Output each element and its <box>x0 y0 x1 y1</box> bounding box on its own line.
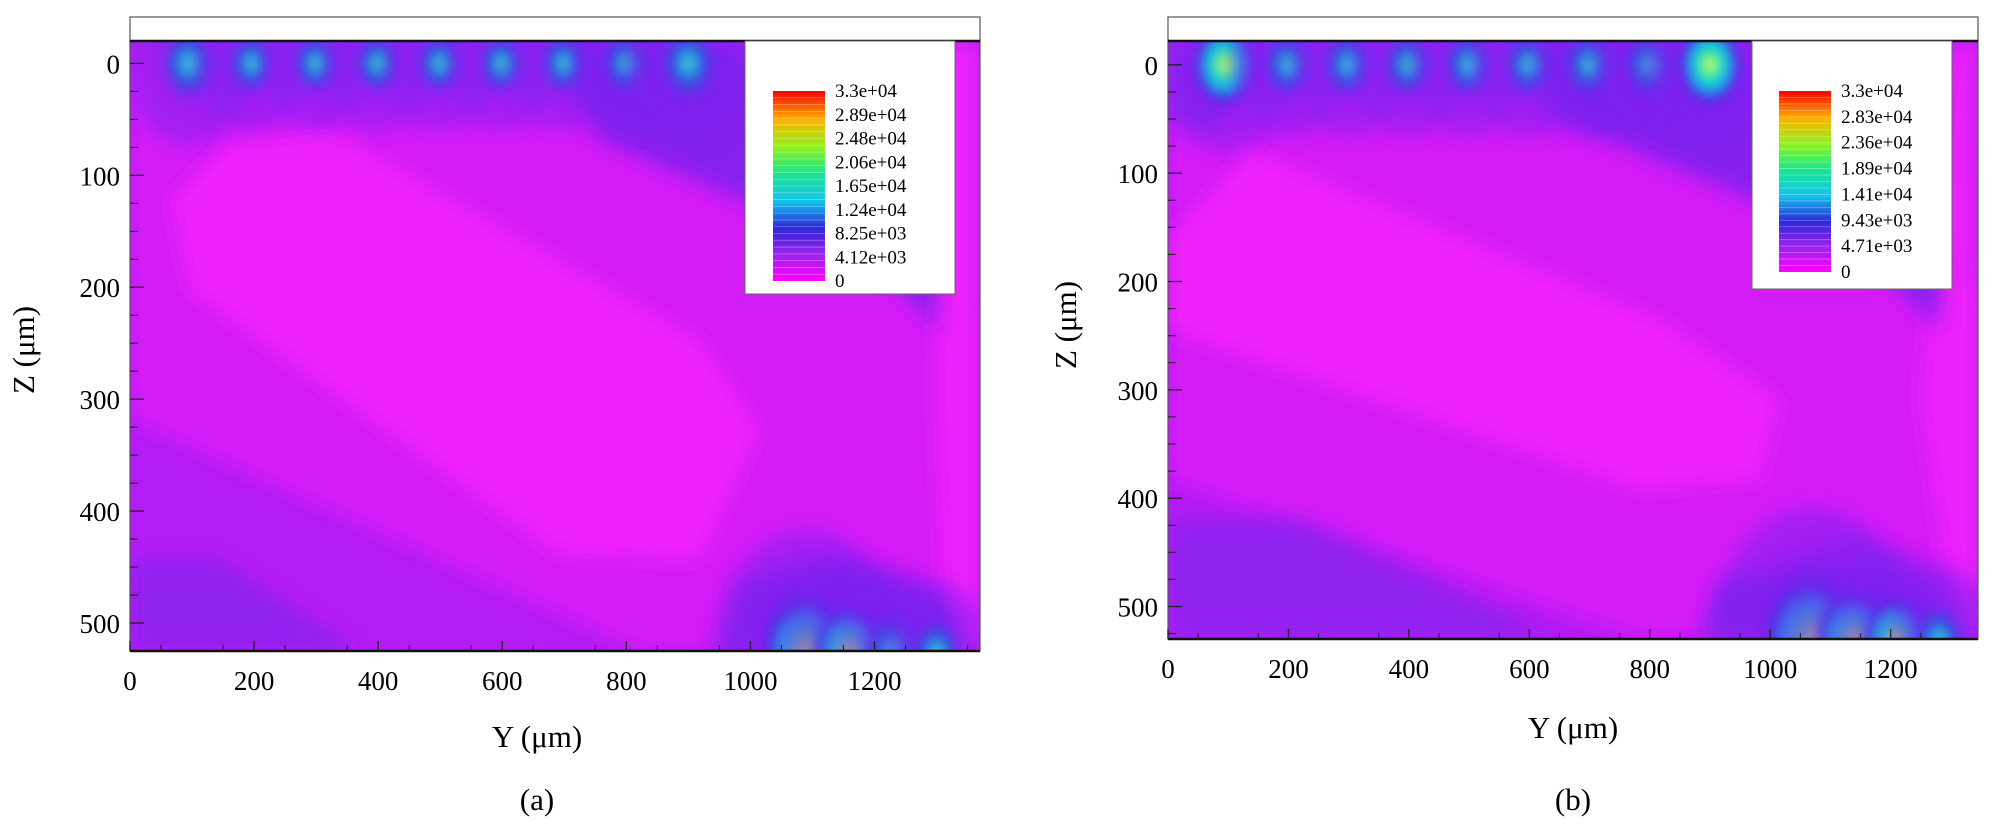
x-tick-label: 800 <box>1630 654 1671 684</box>
legend-label: 3.3e+04 <box>1841 81 1903 102</box>
panel-a-legend: 3.3e+04 2.89e+04 2.48e+042.06e+04 1.65e+04 1… <box>744 40 956 295</box>
panel-a-x-axis-title: Y (μm) <box>492 719 582 754</box>
x-tick-label: 200 <box>1268 654 1309 684</box>
legend-label: 1.65e+04 <box>835 176 907 197</box>
legend-label: 2.89e+04 <box>835 105 907 126</box>
panel-b: 0 200 400 600 800 1000 1200 0 100 200 300 400 500 3… <box>1048 16 1979 817</box>
hotspot-core <box>908 615 965 651</box>
y-tick-label: 300 <box>1118 376 1159 406</box>
y-tick-label: 0 <box>1145 51 1159 81</box>
legend-label: 4.71e+03 <box>1841 236 1912 257</box>
x-tick-label: 1000 <box>1743 654 1797 684</box>
x-tick-label: 0 <box>1161 654 1175 684</box>
panel-a-hotspots <box>130 41 980 651</box>
y-tick-label: 200 <box>80 273 121 303</box>
y-tick-label: 500 <box>1118 593 1159 623</box>
x-tick-label: 1200 <box>848 666 902 696</box>
legend-label: 2.36e+04 <box>1841 133 1913 154</box>
y-tick-label: 200 <box>1118 268 1159 298</box>
y-tick-label: 100 <box>80 161 121 191</box>
legend-label: 2.48e+04 <box>835 129 907 150</box>
panel-a-y-axis: 0 100 200 300 400 500 <box>80 49 144 639</box>
panel-b-x-axis: 0 200 400 600 800 1000 1200 <box>1161 629 1922 684</box>
x-tick-label: 400 <box>1389 654 1430 684</box>
panel-a-legend-colorbar <box>773 91 825 281</box>
legend-color-bar <box>773 91 825 281</box>
y-tick-label: 300 <box>80 385 121 415</box>
x-tick-label: 600 <box>1509 654 1550 684</box>
hotspot-core <box>1909 601 1969 639</box>
x-tick-label: 0 <box>123 666 137 696</box>
hotspot-core <box>1674 41 1746 111</box>
panel-b-hotspots <box>1168 41 1978 639</box>
x-tick-label: 800 <box>606 666 647 696</box>
panel-b-caption: (b) <box>1555 782 1591 817</box>
y-tick-label: 400 <box>80 497 121 527</box>
legend-label: 9.43e+03 <box>1841 210 1912 231</box>
legend-label: 2.83e+04 <box>1841 107 1913 128</box>
legend-label: 1.89e+04 <box>1841 159 1913 180</box>
legend-label: 8.25e+03 <box>835 224 906 245</box>
x-tick-label: 1000 <box>723 666 777 696</box>
x-tick-label: 200 <box>234 666 275 696</box>
legend-label: 1.41e+04 <box>1841 184 1913 205</box>
panel-a-x-axis: 0 200 400 600 800 1000 1200 <box>123 641 969 696</box>
panel-b-frame <box>1167 16 1979 42</box>
legend-label: 2.06e+04 <box>835 152 907 173</box>
panel-a-frame <box>129 16 981 42</box>
legend-label: 1.24e+04 <box>835 200 907 221</box>
hotspot-core <box>655 41 722 107</box>
legend-label: 3.3e+04 <box>835 81 897 102</box>
x-tick-label: 600 <box>482 666 523 696</box>
panel-a: 0 200 400 600 800 1000 1200 0 100 200 300 400 500 3… <box>6 16 981 817</box>
panel-b-x-axis-title: Y (μm) <box>1528 710 1618 745</box>
y-tick-label: 0 <box>107 49 121 79</box>
panel-b-legend-labels: 3.3e+04 2.83e+04 2.36e+04 1.89e+04 1.41e+04 9… <box>1841 81 1913 283</box>
legend-label: 0 <box>835 271 845 292</box>
panel-a-legend-labels: 3.3e+04 2.89e+04 2.48e+042.06e+04 1.65e+04 1… <box>835 81 907 292</box>
legend-label: 4.12e+03 <box>835 247 906 268</box>
panel-b-legend-colorbar <box>1779 91 1831 272</box>
legend-color-bar <box>1779 91 1831 272</box>
panel-a-y-axis-title: Z (μm) <box>6 306 41 394</box>
panel-a-caption: (a) <box>520 782 554 817</box>
x-tick-label: 400 <box>358 666 399 696</box>
panel-b-legend: 3.3e+04 2.83e+04 2.36e+04 1.89e+04 1.41e+04 9… <box>1751 40 1953 290</box>
legend-label: 0 <box>1841 262 1851 283</box>
y-tick-label: 500 <box>80 609 121 639</box>
y-tick-label: 100 <box>1118 159 1159 189</box>
y-tick-label: 400 <box>1118 484 1159 514</box>
panel-b-y-axis: 0 100 200 300 400 500 <box>1118 51 1182 635</box>
x-tick-label: 1200 <box>1864 654 1918 684</box>
panel-b-y-axis-title: Z (μm) <box>1048 281 1083 369</box>
